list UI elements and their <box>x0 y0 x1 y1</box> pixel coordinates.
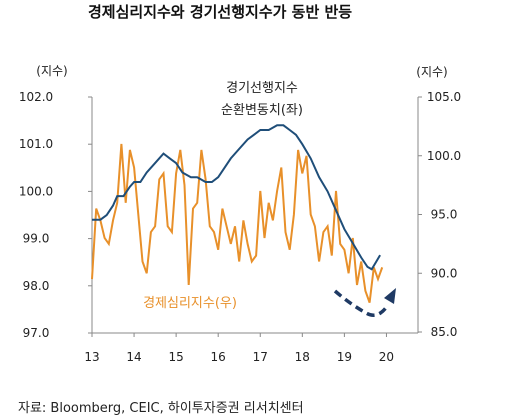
x-tick-label: 19 <box>337 350 352 364</box>
left-tick-label: 102.0 <box>19 90 53 104</box>
x-tick-label: 13 <box>84 350 99 364</box>
series-line-leading-index <box>92 124 381 271</box>
right-tick-label: 105.0 <box>427 90 461 104</box>
right-tick-label: 85.0 <box>431 325 458 339</box>
x-tick-label: 16 <box>211 350 226 364</box>
left-axis-ticks: 102.0 101.0 100.0 99.0 98.0 97.0 <box>19 90 92 340</box>
left-tick-label: 97.0 <box>23 326 50 340</box>
right-axis-ticks: 105.0 100.0 95.0 90.0 85.0 <box>418 90 461 339</box>
x-tick-label: 20 <box>379 350 394 364</box>
left-tick-label: 98.0 <box>23 279 50 293</box>
right-axis-unit: (지수) <box>416 65 447 79</box>
sentiment-index-label: 경제심리지수(우) <box>143 296 237 311</box>
series-line-economic-sentiment <box>91 143 384 303</box>
right-tick-label: 95.0 <box>431 208 458 222</box>
left-tick-label: 101.0 <box>19 137 53 151</box>
x-axis-ticks: 13 14 15 16 17 18 19 20 <box>84 333 394 364</box>
x-tick-label: 17 <box>253 350 268 364</box>
left-axis-unit: (지수) <box>36 64 67 78</box>
left-tick-label: 100.0 <box>19 184 53 198</box>
left-tick-label: 99.0 <box>23 232 50 246</box>
chart-title: 경제심리지수와 경기선행지수가 동반 반등 <box>88 3 352 21</box>
x-tick-label: 18 <box>295 350 310 364</box>
leading-index-label-line2: 순환변동치(좌) <box>221 103 303 118</box>
right-tick-label: 100.0 <box>427 149 461 163</box>
rebound-arrowhead-icon <box>384 288 396 304</box>
source-note: 자료: Bloomberg, CEIC, 하이투자증권 리서치센터 <box>18 401 304 416</box>
leading-index-label-line1: 경기선행지수 <box>226 80 298 96</box>
x-tick-label: 14 <box>126 350 141 364</box>
rebound-arrow <box>333 289 390 317</box>
x-tick-label: 15 <box>168 350 183 364</box>
right-tick-label: 90.0 <box>431 266 458 280</box>
